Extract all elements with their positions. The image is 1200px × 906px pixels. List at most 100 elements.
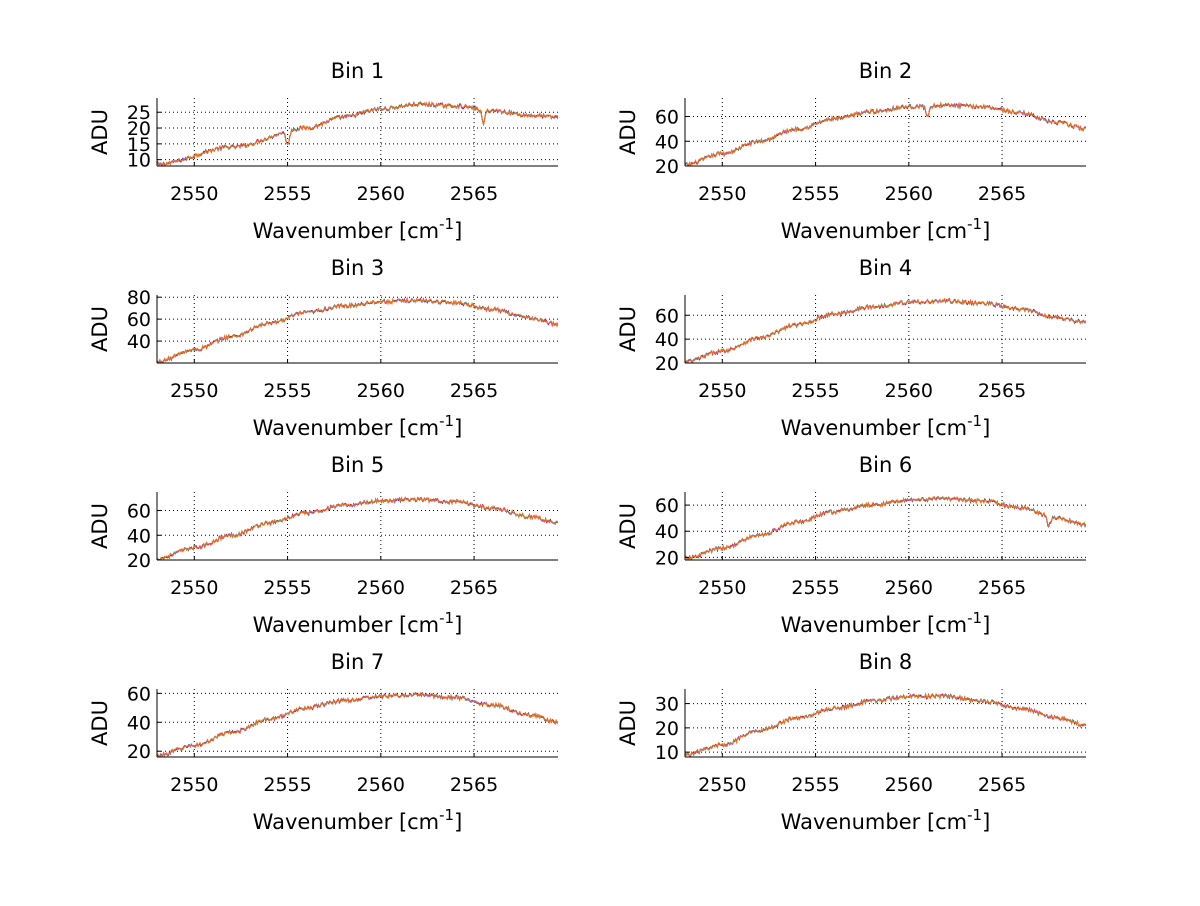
spectrum-line-2 xyxy=(157,692,558,757)
x-axis-label-bracket: ] xyxy=(454,219,462,243)
y-tick-label: 30 xyxy=(655,694,679,716)
y-tick-label: 60 xyxy=(655,495,679,517)
x-axis-label-superscript: -1 xyxy=(967,215,982,233)
x-axis-label-bracket: ] xyxy=(982,810,990,834)
spectrum-line-5 xyxy=(685,101,1086,166)
y-tick-label: 20 xyxy=(655,156,679,178)
spectrum-line-5 xyxy=(157,691,558,757)
x-tick-label: 2565 xyxy=(978,577,1026,599)
y-tick-label: 40 xyxy=(127,525,151,547)
x-tick-label: 2550 xyxy=(698,183,746,205)
x-axis-label-main: Wavenumber [cm xyxy=(781,219,967,243)
subplot-title: Bin 8 xyxy=(859,650,913,674)
x-axis-label-main: Wavenumber [cm xyxy=(253,613,439,637)
spectrum-line-3 xyxy=(157,692,558,757)
x-axis-label: Wavenumber [cm-1] xyxy=(253,215,463,243)
y-tick-label: 60 xyxy=(655,107,679,129)
x-tick-label: 2565 xyxy=(450,380,498,402)
spectrum-line-4 xyxy=(157,496,558,560)
spectrum-line-1 xyxy=(685,496,1086,560)
x-tick-label: 2555 xyxy=(791,774,839,796)
y-tick-label: 20 xyxy=(655,718,679,740)
y-tick-label: 20 xyxy=(127,550,151,572)
y-tick-label: 40 xyxy=(655,329,679,351)
y-tick-label: 20 xyxy=(655,353,679,375)
subplot-title: Bin 7 xyxy=(331,650,385,674)
x-tick-label: 2560 xyxy=(885,183,933,205)
x-tick-label: 2555 xyxy=(263,774,311,796)
x-axis-label-bracket: ] xyxy=(454,613,462,637)
x-tick-label: 2550 xyxy=(170,577,218,599)
x-axis-label-main: Wavenumber [cm xyxy=(781,810,967,834)
y-tick-label: 60 xyxy=(127,683,151,705)
spectrum-traces xyxy=(685,297,1086,363)
y-axis-label: ADU xyxy=(88,109,112,155)
spectrum-line-5 xyxy=(685,298,1086,363)
x-axis-label-bracket: ] xyxy=(982,416,990,440)
x-axis-label-main: Wavenumber [cm xyxy=(253,810,439,834)
x-tick-label: 2555 xyxy=(791,577,839,599)
x-axis-label: Wavenumber [cm-1] xyxy=(253,806,463,834)
y-tick-label: 40 xyxy=(127,331,151,353)
x-axis-label: Wavenumber [cm-1] xyxy=(781,412,991,440)
x-axis-label: Wavenumber [cm-1] xyxy=(781,215,991,243)
x-axis-label-superscript: -1 xyxy=(439,806,454,824)
y-axis-label: ADU xyxy=(616,503,640,549)
x-axis-label-bracket: ] xyxy=(982,219,990,243)
subplot-title: Bin 2 xyxy=(859,59,913,83)
x-axis-label: Wavenumber [cm-1] xyxy=(253,609,463,637)
y-axis-label: ADU xyxy=(616,109,640,155)
x-axis-label-superscript: -1 xyxy=(439,412,454,430)
y-axis-label: ADU xyxy=(616,306,640,352)
y-tick-label: 10 xyxy=(655,742,679,764)
spectrum-line-4 xyxy=(157,692,558,757)
x-tick-label: 2550 xyxy=(698,577,746,599)
spectrum-line-2 xyxy=(157,497,558,560)
x-tick-label: 2550 xyxy=(698,380,746,402)
spectrum-line-3 xyxy=(685,496,1086,560)
subplot-title: Bin 6 xyxy=(859,453,913,477)
x-axis-label-superscript: -1 xyxy=(967,609,982,627)
spectrum-line-6 xyxy=(157,101,558,166)
spectrum-line-4 xyxy=(685,496,1086,560)
x-axis-label: Wavenumber [cm-1] xyxy=(781,806,991,834)
x-tick-label: 2550 xyxy=(170,774,218,796)
x-tick-label: 2560 xyxy=(885,577,933,599)
subplot-title: Bin 3 xyxy=(331,256,385,280)
spectrum-line-4 xyxy=(685,102,1086,166)
spectrum-line-5 xyxy=(685,496,1086,560)
x-tick-label: 2550 xyxy=(170,183,218,205)
spectrum-line-6 xyxy=(685,101,1086,166)
x-tick-label: 2565 xyxy=(978,380,1026,402)
x-tick-label: 2560 xyxy=(357,380,405,402)
y-tick-label: 60 xyxy=(127,309,151,331)
y-tick-label: 10 xyxy=(127,150,151,172)
y-tick-label: 25 xyxy=(127,102,151,124)
x-tick-label: 2560 xyxy=(885,380,933,402)
x-tick-label: 2555 xyxy=(263,380,311,402)
y-tick-label: 40 xyxy=(127,712,151,734)
x-axis-label-bracket: ] xyxy=(982,613,990,637)
y-tick-label: 20 xyxy=(127,741,151,763)
x-tick-label: 2555 xyxy=(263,577,311,599)
x-axis-label-main: Wavenumber [cm xyxy=(781,613,967,637)
y-tick-label: 40 xyxy=(655,521,679,543)
x-tick-label: 2555 xyxy=(791,380,839,402)
spectrum-line-3 xyxy=(685,101,1086,166)
x-axis-label-superscript: -1 xyxy=(439,215,454,233)
x-axis-label-main: Wavenumber [cm xyxy=(253,219,439,243)
x-axis-label: Wavenumber [cm-1] xyxy=(253,412,463,440)
spectrum-traces xyxy=(157,496,558,560)
spectrum-traces xyxy=(157,691,558,757)
x-tick-label: 2560 xyxy=(357,183,405,205)
x-axis-label-superscript: -1 xyxy=(439,609,454,627)
subplot-bin-6: Bin 6 2550 2555 2560 2565 20 40 60 Wavenumber [c… xyxy=(616,453,1086,637)
